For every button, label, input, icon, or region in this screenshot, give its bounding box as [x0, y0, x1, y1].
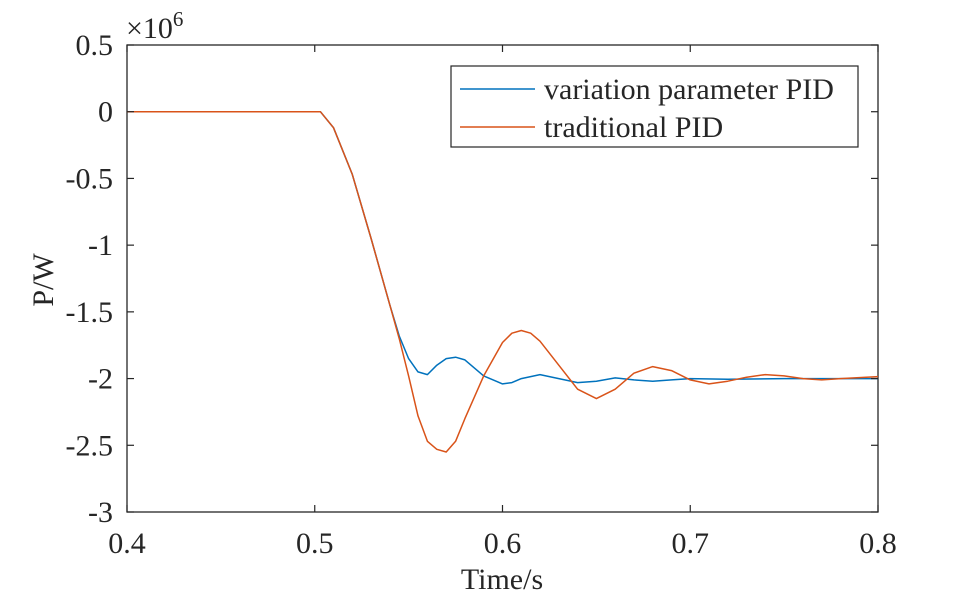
y-tick-label: -1.5 [66, 296, 114, 329]
y-tick-label: 0 [98, 96, 113, 129]
legend-label-2: traditional PID [544, 111, 723, 144]
x-axis-label: Time/s [461, 563, 543, 596]
legend-box [450, 65, 859, 148]
y-tick-label: -0.5 [66, 162, 114, 195]
x-tick-label: 0.6 [484, 527, 522, 560]
x-tick-label: 0.5 [296, 527, 334, 560]
x-tick-label: 0.8 [859, 527, 897, 560]
y-tick-label: -1 [88, 229, 113, 262]
y-axis-label: P/W [27, 253, 60, 307]
y-axis-exponent-label: ×106 [126, 7, 183, 45]
x-tick-label: 0.7 [672, 527, 710, 560]
x-tick-label: 0.4 [108, 527, 146, 560]
y-tick-label: -3 [88, 496, 113, 529]
legend: variation parameter PID traditional PID [450, 65, 859, 148]
series-layer [127, 110, 879, 453]
y-tick-label: 0.5 [76, 29, 114, 62]
y-tick-label: -2 [88, 363, 113, 396]
y-tick-label: -2.5 [66, 429, 114, 462]
tick-layer: 0.4 0.5 0.6 0.7 0.8 0.5 0 -0.5 -1 -1.5 -2 -2.5 -3 [66, 29, 897, 560]
series-line-2 [127, 110, 879, 453]
legend-label-1: variation parameter PID [544, 73, 834, 106]
